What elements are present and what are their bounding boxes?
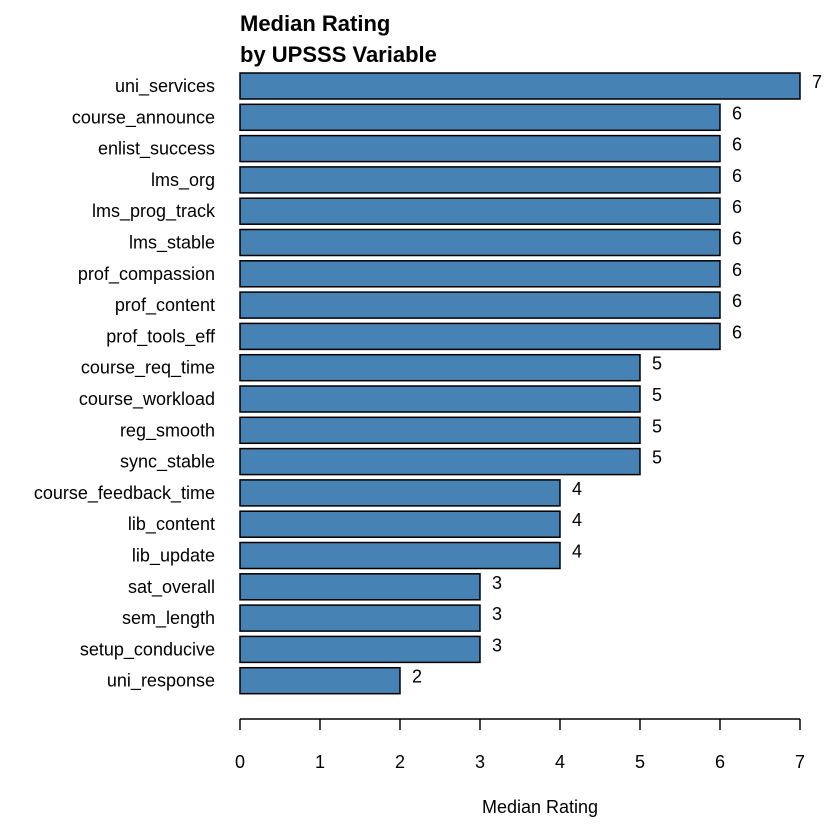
bar-lms-prog-track bbox=[239, 197, 721, 225]
bar-prof-content bbox=[239, 291, 721, 319]
x-tick-label-7: 7 bbox=[795, 752, 805, 772]
value-label-course-announce: 6 bbox=[732, 103, 742, 123]
value-label-prof-tools-eff: 6 bbox=[732, 322, 742, 342]
x-tick-label-4: 4 bbox=[555, 752, 565, 772]
category-label-lms-org: lms_org bbox=[151, 170, 215, 191]
bar-lib-content bbox=[239, 510, 561, 538]
value-label-lib-update: 4 bbox=[572, 542, 582, 562]
bar-lms-stable bbox=[239, 228, 721, 257]
bar-prof-tools-eff bbox=[239, 322, 721, 351]
category-label-prof-compassion: prof_compassion bbox=[78, 264, 215, 285]
value-label-course-req-time: 5 bbox=[652, 354, 662, 374]
value-label-uni-response: 2 bbox=[412, 667, 422, 687]
x-tick-label-3: 3 bbox=[475, 752, 485, 772]
value-label-enlist-success: 6 bbox=[732, 135, 742, 155]
bar-uni-services bbox=[239, 72, 801, 100]
value-label-prof-compassion: 6 bbox=[732, 260, 742, 280]
value-label-setup-conducive: 3 bbox=[492, 635, 502, 655]
bar-course-workload bbox=[239, 385, 641, 413]
bar-course-announce bbox=[239, 103, 721, 132]
category-label-sat-overall: sat_overall bbox=[128, 577, 215, 598]
category-label-prof-content: prof_content bbox=[115, 295, 215, 316]
x-tick-label-0: 0 bbox=[235, 752, 245, 772]
bar-reg-smooth bbox=[239, 416, 641, 445]
value-labels-group: 7 6 6 6 6 6 6 6 6 5 5 5 5 4 4 4 3 3 3 2 bbox=[412, 72, 822, 687]
bar-course-feedback-time bbox=[239, 479, 561, 507]
value-label-sem-length: 3 bbox=[492, 604, 502, 624]
x-tick-label-6: 6 bbox=[715, 752, 725, 772]
category-label-lib-update: lib_update bbox=[132, 546, 215, 567]
category-label-uni-response: uni_response bbox=[107, 671, 215, 692]
category-label-lms-stable: lms_stable bbox=[129, 233, 215, 254]
category-label-course-feedback-time: course_feedback_time bbox=[34, 483, 215, 504]
category-label-course-workload: course_workload bbox=[79, 389, 215, 410]
category-label-enlist-success: enlist_success bbox=[98, 139, 215, 160]
category-label-course-req-time: course_req_time bbox=[81, 358, 215, 379]
value-label-sat-overall: 3 bbox=[492, 573, 502, 593]
x-tick-label-2: 2 bbox=[395, 752, 405, 772]
value-label-lib-content: 4 bbox=[572, 510, 582, 530]
value-label-course-workload: 5 bbox=[652, 385, 662, 405]
bar-sem-length bbox=[239, 604, 481, 632]
value-label-sync-stable: 5 bbox=[652, 448, 662, 468]
bar-uni-response bbox=[239, 666, 401, 695]
bar-lib-update bbox=[239, 541, 561, 570]
value-label-lms-prog-track: 6 bbox=[732, 197, 742, 217]
category-label-sem-length: sem_length bbox=[122, 608, 215, 629]
chart-title-line-2: by UPSSS Variable bbox=[240, 42, 437, 67]
x-axis: 0 1 2 3 4 5 6 7 bbox=[235, 718, 805, 772]
category-label-uni-services: uni_services bbox=[115, 76, 215, 97]
bar-prof-compassion bbox=[239, 260, 721, 288]
category-labels-group: uni_services course_announce enlist_succes… bbox=[34, 76, 216, 692]
x-axis-title: Median Rating bbox=[482, 797, 598, 817]
bar-course-req-time bbox=[239, 353, 641, 382]
value-label-uni-services: 7 bbox=[812, 72, 822, 92]
bar-sat-overall bbox=[239, 573, 481, 601]
value-label-lms-stable: 6 bbox=[732, 229, 742, 249]
category-label-setup-conducive: setup_conducive bbox=[80, 639, 215, 660]
category-label-course-announce: course_announce bbox=[72, 107, 215, 128]
chart-title-line-1: Median Rating bbox=[240, 11, 390, 36]
bar-setup-conducive bbox=[239, 635, 481, 664]
category-label-sync-stable: sync_stable bbox=[120, 452, 215, 473]
category-label-prof-tools-eff: prof_tools_eff bbox=[106, 326, 216, 347]
value-label-reg-smooth: 5 bbox=[652, 416, 662, 436]
category-label-reg-smooth: reg_smooth bbox=[120, 420, 215, 441]
bar-lms-org bbox=[239, 166, 721, 194]
x-tick-label-1: 1 bbox=[315, 752, 325, 772]
bar-enlist-success bbox=[239, 134, 721, 163]
bar-sync-stable bbox=[239, 447, 641, 476]
value-label-prof-content: 6 bbox=[732, 291, 742, 311]
category-label-lib-content: lib_content bbox=[128, 514, 215, 535]
value-label-course-feedback-time: 4 bbox=[572, 479, 582, 499]
bars-group bbox=[239, 72, 801, 695]
category-label-lms-prog-track: lms_prog_track bbox=[92, 201, 216, 222]
value-label-lms-org: 6 bbox=[732, 166, 742, 186]
x-tick-label-5: 5 bbox=[635, 752, 645, 772]
